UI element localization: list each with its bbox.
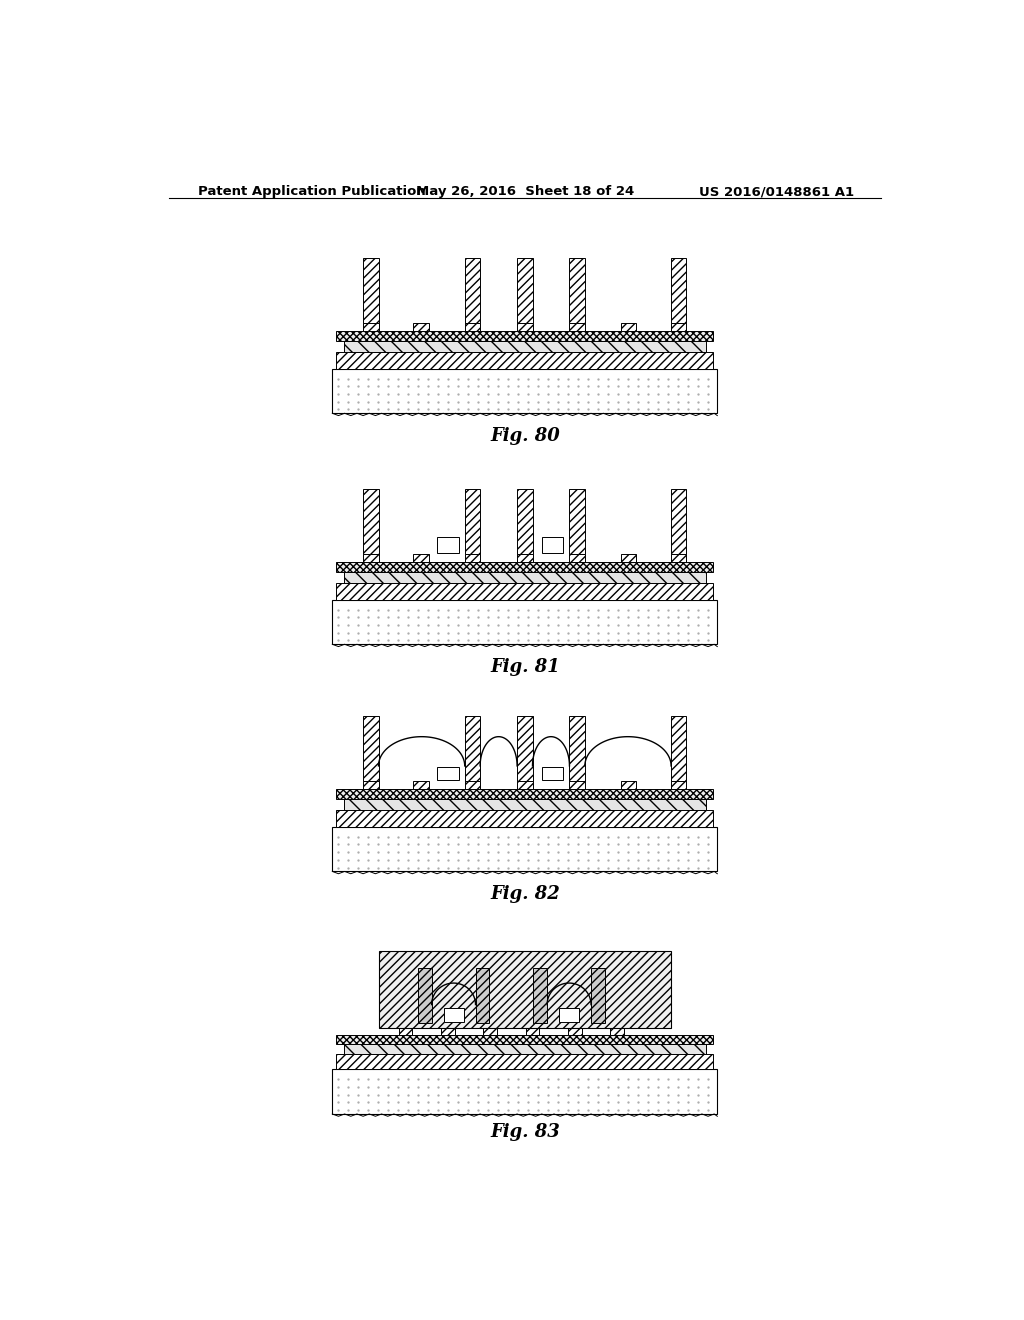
Bar bbox=[569, 488, 585, 554]
Bar bbox=[344, 799, 706, 810]
Bar bbox=[621, 781, 637, 789]
Bar bbox=[413, 781, 429, 789]
Text: Fig. 81: Fig. 81 bbox=[489, 657, 560, 676]
Bar bbox=[413, 323, 429, 331]
Bar bbox=[542, 537, 563, 553]
Bar bbox=[517, 488, 532, 554]
Bar bbox=[517, 554, 532, 562]
Bar bbox=[364, 715, 379, 781]
Bar bbox=[671, 554, 686, 562]
Bar bbox=[569, 323, 585, 331]
Bar bbox=[517, 323, 532, 331]
Bar bbox=[333, 368, 717, 413]
Bar bbox=[379, 950, 671, 1028]
Bar bbox=[465, 715, 480, 781]
Text: Fig. 80: Fig. 80 bbox=[489, 426, 560, 445]
Text: US 2016/0148861 A1: US 2016/0148861 A1 bbox=[699, 185, 854, 198]
Bar bbox=[364, 488, 379, 554]
Bar bbox=[333, 826, 717, 871]
Bar bbox=[413, 554, 429, 562]
Bar bbox=[364, 323, 379, 331]
Bar bbox=[475, 968, 489, 1023]
Bar bbox=[569, 257, 585, 323]
Bar bbox=[336, 1053, 714, 1069]
Bar bbox=[534, 968, 547, 1023]
Bar bbox=[333, 1069, 717, 1114]
Bar bbox=[517, 257, 532, 323]
Bar bbox=[364, 781, 379, 789]
Bar bbox=[364, 554, 379, 562]
Bar bbox=[591, 968, 605, 1023]
Bar bbox=[444, 1008, 464, 1022]
Bar bbox=[441, 1028, 455, 1035]
Bar bbox=[336, 1035, 714, 1044]
Bar bbox=[671, 488, 686, 554]
Bar bbox=[336, 810, 714, 826]
Bar bbox=[437, 537, 459, 553]
Bar bbox=[483, 1028, 497, 1035]
Bar bbox=[333, 599, 717, 644]
Bar bbox=[569, 715, 585, 781]
Bar bbox=[559, 1008, 579, 1022]
Bar bbox=[525, 1028, 540, 1035]
Bar bbox=[344, 1044, 706, 1053]
Bar bbox=[465, 781, 480, 789]
Bar bbox=[569, 781, 585, 789]
Bar bbox=[465, 323, 480, 331]
Bar bbox=[336, 562, 714, 572]
Bar bbox=[671, 781, 686, 789]
Bar bbox=[437, 767, 459, 780]
Bar bbox=[517, 715, 532, 781]
Bar bbox=[336, 351, 714, 368]
Bar bbox=[517, 781, 532, 789]
Text: Fig. 82: Fig. 82 bbox=[489, 884, 560, 903]
Bar bbox=[344, 341, 706, 351]
Bar bbox=[542, 767, 563, 780]
Bar bbox=[671, 257, 686, 323]
Bar bbox=[364, 257, 379, 323]
Bar bbox=[569, 554, 585, 562]
Bar bbox=[621, 323, 637, 331]
Bar bbox=[336, 582, 714, 599]
Bar bbox=[621, 554, 637, 562]
Bar bbox=[336, 789, 714, 799]
Text: Patent Application Publication: Patent Application Publication bbox=[199, 185, 426, 198]
Text: Fig. 83: Fig. 83 bbox=[489, 1123, 560, 1142]
Bar bbox=[465, 488, 480, 554]
Bar bbox=[465, 257, 480, 323]
Bar bbox=[568, 1028, 582, 1035]
Bar bbox=[465, 554, 480, 562]
Text: May 26, 2016  Sheet 18 of 24: May 26, 2016 Sheet 18 of 24 bbox=[416, 185, 634, 198]
Bar bbox=[610, 1028, 625, 1035]
Bar bbox=[418, 968, 432, 1023]
Bar bbox=[336, 331, 714, 341]
Bar bbox=[344, 572, 706, 582]
Bar bbox=[671, 323, 686, 331]
Bar bbox=[398, 1028, 413, 1035]
Bar bbox=[671, 715, 686, 781]
